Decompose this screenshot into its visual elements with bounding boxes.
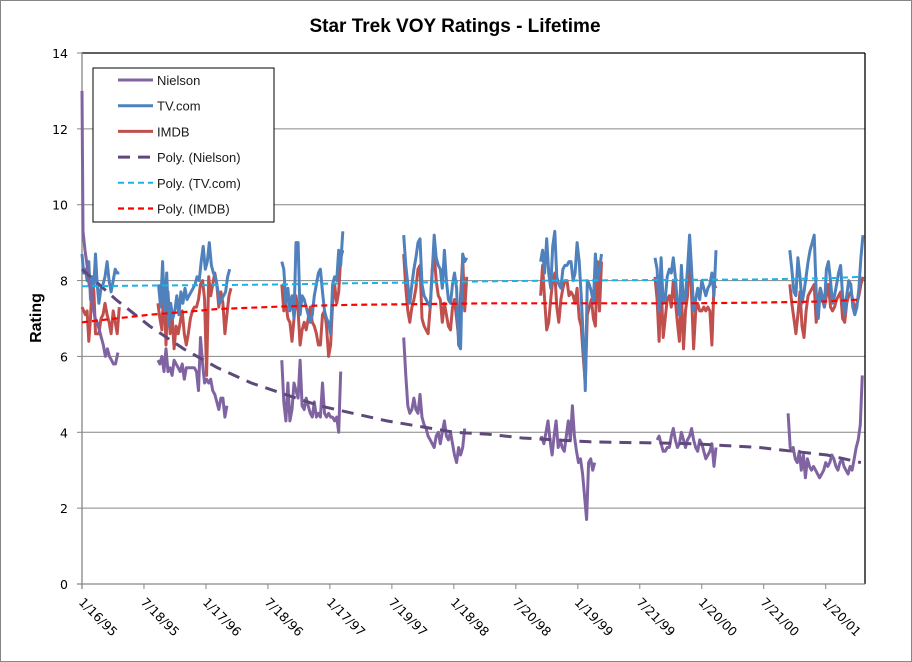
series-line-segment: [156, 271, 233, 377]
x-tick-labels: 1/16/95 7/18/95 1/17/96 7/18/96 1/17/97 7/19/…: [76, 595, 864, 640]
y-tick-label: 0: [60, 577, 68, 592]
x-tick-label: 7/21/99: [634, 595, 679, 640]
x-tick-label: 1/20/00: [696, 595, 741, 640]
legend-label: Nielson: [157, 73, 200, 88]
y-tick-label: 8: [60, 274, 68, 289]
trendline-poly-nielson: [81, 268, 862, 465]
x-tick-label: 1/17/96: [200, 595, 245, 640]
series-line-segment: [788, 233, 865, 320]
trendlines: [81, 268, 862, 465]
legend-label: Poly. (Nielson): [157, 150, 241, 165]
series-line-segment: [653, 248, 718, 351]
legend-item: Poly. (IMDB): [118, 202, 230, 217]
x-tick-label: 1/16/95: [76, 595, 121, 640]
legend-item: TV.com: [118, 99, 201, 114]
trendline-poly-tv-com: [81, 275, 861, 288]
x-tick-label: 7/20/98: [510, 595, 555, 640]
legend-label: TV.com: [157, 99, 201, 114]
legend-item: Poly. (TV.com): [118, 176, 241, 191]
chart-title: Star Trek VOY Ratings - Lifetime: [309, 16, 600, 37]
series-line-segment: [280, 358, 343, 434]
y-tick-label: 6: [60, 349, 68, 364]
y-tick-labels: 0 2 4 6 8 10 12 14: [52, 46, 68, 592]
x-tick-label: 1/19/99: [572, 595, 617, 640]
series-line-segment: [80, 90, 120, 366]
y-tick-label: 4: [60, 425, 68, 440]
series-line-segment: [539, 404, 597, 521]
x-tick-label: 7/21/00: [758, 595, 803, 640]
legend-label: Poly. (TV.com): [157, 176, 241, 191]
legend-box: [92, 67, 275, 223]
x-tick-label: 1/17/97: [324, 595, 369, 640]
y-tick-label: 2: [60, 501, 68, 516]
y-tick-label: 14: [52, 46, 68, 61]
legend-label: Poly. (IMDB): [157, 202, 230, 217]
legend-item: Nielson: [118, 73, 200, 88]
x-tick-label: 1/18/98: [448, 595, 493, 640]
trendline-poly-imdb: [81, 298, 861, 324]
legend-item: IMDB: [118, 124, 190, 139]
x-tick-label: 1/20/01: [820, 595, 865, 640]
data-series: [80, 90, 865, 521]
series-line-segment: [402, 337, 467, 465]
series-line-segment: [402, 233, 469, 351]
series-line-segment: [653, 233, 718, 317]
y-tick-label: 10: [52, 198, 68, 213]
x-tick-label: 7/18/95: [138, 595, 183, 640]
series-line-segment: [156, 336, 229, 419]
x-tick-label: 7/19/97: [386, 595, 431, 640]
x-tick-label: 7/18/96: [262, 595, 307, 640]
series-line-segment: [280, 231, 345, 336]
series-line-segment: [655, 427, 718, 468]
series-line-segment: [539, 229, 603, 393]
y-tick-label: 12: [52, 122, 68, 137]
y-axis-label: Rating: [28, 293, 45, 343]
legend: Nielson TV.com IMDB Poly. (Nielson) Poly. (T…: [92, 67, 275, 223]
legend-item: Poly. (Nielson): [118, 150, 241, 165]
legend-label: IMDB: [157, 124, 190, 139]
series-line-segment: [786, 375, 864, 480]
series-nielson: [80, 90, 864, 521]
series-line-segment: [157, 241, 232, 328]
